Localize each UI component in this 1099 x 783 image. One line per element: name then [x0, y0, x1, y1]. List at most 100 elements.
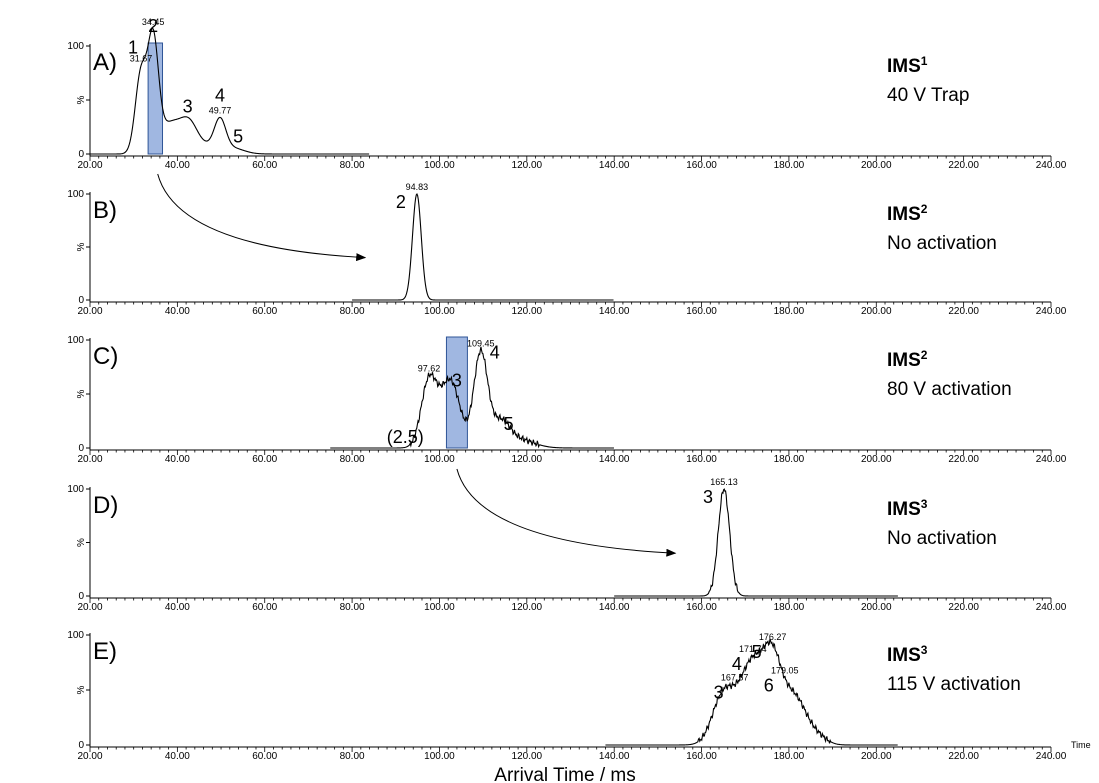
x-tick-label: 200.00 — [861, 602, 892, 613]
condition-title-main: IMS — [887, 499, 921, 520]
peak-number-label: 3 — [452, 371, 462, 391]
y-tick-label: 100 — [67, 630, 84, 641]
x-tick-label: 120.00 — [512, 306, 543, 317]
x-unit-label: Time — [1071, 740, 1091, 750]
condition-title: IMS3 — [887, 497, 928, 520]
trace-line — [605, 637, 898, 746]
x-tick-label: 20.00 — [77, 454, 102, 465]
condition-title: IMS2 — [887, 202, 928, 225]
x-tick-label: 200.00 — [861, 751, 892, 762]
x-tick-label: 20.00 — [77, 602, 102, 613]
condition-title: IMS3 — [887, 643, 928, 666]
x-tick-label: 220.00 — [948, 751, 979, 762]
x-tick-label: 220.00 — [948, 454, 979, 465]
peak-number-label: 5 — [233, 126, 243, 146]
x-tick-label: 40.00 — [165, 751, 190, 762]
x-tick-label: 200.00 — [861, 306, 892, 317]
x-tick-label: 160.00 — [686, 306, 717, 317]
x-tick-label: 140.00 — [599, 306, 630, 317]
x-tick-label: 120.00 — [512, 160, 543, 171]
peak-number-label: 1 — [128, 38, 138, 58]
condition-subtitle: 115 V activation — [887, 674, 1021, 695]
x-tick-label: 60.00 — [252, 160, 277, 171]
y-tick-label: % — [76, 389, 87, 398]
panel-label: B) — [93, 197, 117, 224]
condition-title: IMS2 — [887, 348, 928, 371]
x-tick-label: 120.00 — [512, 602, 543, 613]
chart-panel-a: 100%020.00 40.00 60.00 80.00 100.00 120.00 140… — [67, 16, 1066, 171]
selection-highlight — [445, 336, 468, 449]
condition-title-main: IMS — [887, 56, 921, 77]
condition-title-superscript: 1 — [921, 54, 928, 68]
panel-label: D) — [93, 492, 118, 519]
x-tick-label: 180.00 — [774, 454, 805, 465]
x-tick-label: 240.00 — [1036, 751, 1067, 762]
x-tick-label: 120.00 — [512, 751, 543, 762]
condition-title-superscript: 3 — [921, 497, 928, 511]
x-tick-label: 240.00 — [1036, 602, 1067, 613]
x-tick-label: 60.00 — [252, 751, 277, 762]
condition-title-superscript: 3 — [921, 643, 928, 657]
y-tick-label: 0 — [78, 149, 84, 160]
panel-label: E) — [93, 638, 117, 665]
x-tick-label: 140.00 — [599, 454, 630, 465]
condition-title-main: IMS — [887, 645, 921, 666]
peak-value-label: 31.67 — [130, 54, 153, 64]
panel-label: C) — [93, 343, 118, 370]
x-tick-label: 160.00 — [686, 751, 717, 762]
condition-title-main: IMS — [887, 350, 921, 371]
peak-number-label: 3 — [183, 97, 193, 117]
y-tick-label: 0 — [78, 591, 84, 602]
peak-number-label: (2.5) — [387, 427, 424, 447]
peak-value-label: 49.77 — [209, 105, 232, 115]
transfer-arrow — [456, 468, 677, 557]
peak-number-label: 3 — [703, 487, 713, 507]
x-tick-label: 180.00 — [774, 751, 805, 762]
x-tick-label: 240.00 — [1036, 160, 1067, 171]
condition-subtitle: 40 V Trap — [887, 85, 969, 106]
condition-title-main: IMS — [887, 204, 921, 225]
condition-subtitle: No activation — [887, 233, 997, 254]
peak-number-label: 4 — [490, 342, 500, 362]
y-tick-label: 0 — [78, 295, 84, 306]
x-tick-label: 220.00 — [948, 306, 979, 317]
condition-subtitle: No activation — [887, 528, 997, 549]
x-tick-label: 180.00 — [774, 602, 805, 613]
x-axis-title: Arrival Time / ms — [494, 765, 635, 783]
arrows-group — [157, 173, 677, 557]
x-tick-label: 80.00 — [340, 751, 365, 762]
x-tick-label: 240.00 — [1036, 306, 1067, 317]
x-tick-label: 160.00 — [686, 602, 717, 613]
x-tick-label: 20.00 — [77, 751, 102, 762]
x-tick-label: 120.00 — [512, 454, 543, 465]
trace-line — [352, 192, 614, 301]
y-tick-label: % — [76, 95, 87, 104]
panel-label: A) — [93, 49, 117, 76]
x-tick-label: 140.00 — [599, 160, 630, 171]
x-tick-label: 60.00 — [252, 454, 277, 465]
y-tick-label: 0 — [78, 740, 84, 751]
x-tick-label: 80.00 — [340, 306, 365, 317]
x-tick-label: 60.00 — [252, 602, 277, 613]
trace-line — [614, 488, 898, 597]
peak-number-label: 2 — [396, 192, 406, 212]
trace-line — [330, 346, 614, 449]
peak-number-label: 2 — [148, 16, 158, 36]
x-tick-label: 20.00 — [77, 306, 102, 317]
x-tick-label: 100.00 — [424, 454, 455, 465]
x-tick-label: 40.00 — [165, 306, 190, 317]
condition-title-superscript: 2 — [921, 348, 928, 362]
y-tick-label: 100 — [67, 189, 84, 200]
x-tick-label: 180.00 — [774, 306, 805, 317]
chart-panel-e: 100% 020.00 40.00 60.00 80.00 100.00 120.00 140… — [67, 630, 1066, 762]
peak-value-label: 97.62 — [418, 363, 441, 373]
x-tick-label: 140.00 — [599, 751, 630, 762]
peak-number-label: 6 — [764, 676, 774, 696]
x-tick-label: 220.00 — [948, 602, 979, 613]
chart-panel-c: 100% 020.00 40.00 60.00 80.00 100.00 120.00 140… — [67, 335, 1066, 465]
x-tick-label: 80.00 — [340, 160, 365, 171]
x-tick-label: 140.00 — [599, 602, 630, 613]
transfer-arrow — [157, 173, 367, 262]
peak-value-label: 34.45 — [142, 17, 165, 27]
